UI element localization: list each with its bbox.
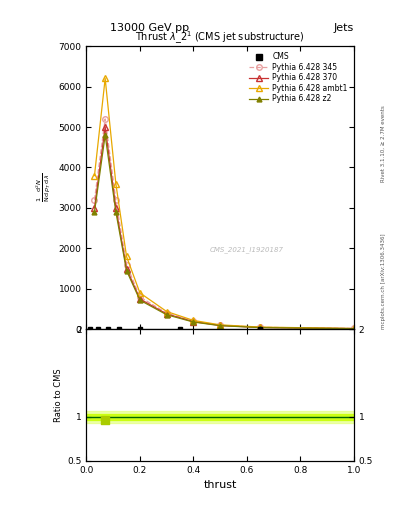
Legend: CMS, Pythia 6.428 345, Pythia 6.428 370, Pythia 6.428 ambt1, Pythia 6.428 z2: CMS, Pythia 6.428 345, Pythia 6.428 370,…	[247, 50, 350, 105]
Text: Rivet 3.1.10, ≥ 2.7M events: Rivet 3.1.10, ≥ 2.7M events	[381, 105, 386, 182]
Text: Jets: Jets	[333, 23, 354, 33]
Y-axis label: Ratio to CMS: Ratio to CMS	[54, 368, 63, 422]
Title: Thrust $\lambda\_2^1$ (CMS jet substructure): Thrust $\lambda\_2^1$ (CMS jet substruct…	[135, 30, 305, 46]
Bar	[86, 414, 354, 420]
Text: CMS_2021_I1920187: CMS_2021_I1920187	[210, 247, 284, 253]
Bar	[86, 411, 354, 423]
Text: 13000 GeV pp: 13000 GeV pp	[110, 23, 189, 33]
X-axis label: thrust: thrust	[204, 480, 237, 490]
Y-axis label: $\frac{1}{\mathrm{N}}\frac{\mathrm{d}^2 N}{\mathrm{d}\,p_T\,\mathrm{d}\,\lambda}: $\frac{1}{\mathrm{N}}\frac{\mathrm{d}^2 …	[35, 173, 53, 202]
Point	[102, 416, 108, 424]
Text: mcplots.cern.ch [arXiv:1306.3436]: mcplots.cern.ch [arXiv:1306.3436]	[381, 234, 386, 329]
